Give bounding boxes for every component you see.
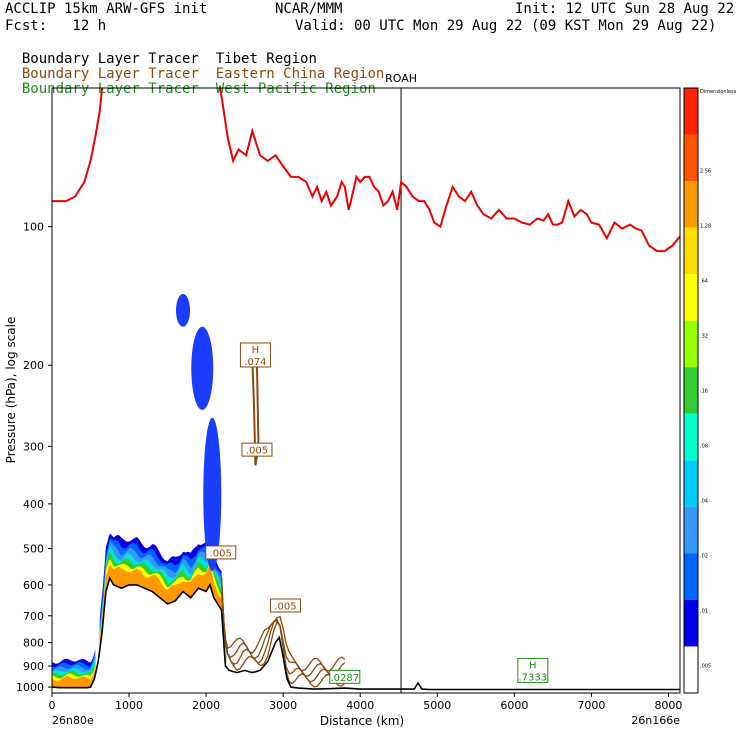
- x-tick-label: 7000: [577, 699, 605, 712]
- colorbar-label: Dimensionless: [700, 89, 737, 95]
- annotation-box: [241, 442, 273, 457]
- legend-eastern-china-region: Eastern China Region: [215, 66, 385, 82]
- tropopause-line: [52, 88, 680, 253]
- colorbar-label: 2.56: [700, 169, 711, 175]
- y-axis-title: Pressure (hPa), log scale: [4, 317, 18, 464]
- forecast-hour: Fcst: 12 h: [5, 18, 107, 34]
- profile-lines: [52, 88, 680, 693]
- colorbar-label: .005: [700, 664, 711, 670]
- endpoint-left: 26n80e: [52, 714, 94, 727]
- annotation-box: [329, 669, 361, 684]
- annotation-value: .005: [210, 548, 232, 559]
- legend-west-pacific-prefix: Boundary Layer Tracer: [21, 81, 199, 97]
- colorbar-swatch: [684, 320, 698, 368]
- legend-west-pacific-region: West Pacific Region: [215, 81, 376, 97]
- annotation-value: .0287: [330, 673, 359, 684]
- tracer-filament: [175, 293, 190, 327]
- colorbar-swatch: [684, 367, 698, 414]
- x-tick-label: 8000: [654, 699, 682, 712]
- colorbar-swatch: [684, 646, 698, 693]
- colorbar-swatch: [684, 599, 698, 647]
- y-tick-label: 900: [23, 660, 44, 673]
- colorbar-label: .02: [700, 554, 708, 560]
- annotation-high-label: H: [529, 660, 537, 671]
- y-tick-label: 800: [23, 636, 44, 649]
- colorbar-label: .16: [700, 389, 708, 395]
- y-tick-label: 200: [23, 359, 44, 372]
- legend-tibet: Boundary Layer Tracer Tibet Region: [5, 35, 317, 67]
- terrain-line: [52, 576, 680, 691]
- annotation-box: [205, 545, 237, 560]
- annotation-box: [239, 342, 271, 368]
- y-tick-label: 1000: [16, 681, 44, 694]
- colorbar-swatch: [684, 274, 698, 321]
- x-tick-label: 5000: [423, 699, 451, 712]
- legend-eastern-china: Boundary Layer Tracer Eastern China Regi…: [5, 50, 384, 82]
- annotation-box: [517, 657, 549, 683]
- station-label: ROAH: [385, 72, 417, 85]
- y-tick-label: 400: [23, 498, 44, 511]
- x-tick-label: 4000: [346, 699, 374, 712]
- y-tick-label: 500: [23, 542, 44, 555]
- annotation-value: .7333: [519, 672, 548, 683]
- x-tick-label: 3000: [269, 699, 297, 712]
- colorbar-label: .01: [700, 609, 708, 615]
- endpoint-right: 26n166e: [631, 714, 680, 727]
- annotation-value: .074: [244, 357, 266, 368]
- colorbar-label: .04: [700, 499, 708, 505]
- colorbar-swatch: [684, 181, 698, 228]
- colorbar-label: .32: [700, 334, 708, 340]
- plot-frame: [51, 87, 681, 694]
- tracer-plumes: [52, 293, 227, 688]
- colorbar-swatch: [684, 506, 698, 554]
- colorbar-label: .64: [700, 279, 708, 285]
- eastern-china-contour: [220, 578, 346, 672]
- annotation-value: .005: [246, 446, 268, 457]
- annotation-box: [269, 598, 301, 613]
- legend-tibet-region: Tibet Region: [215, 51, 317, 67]
- annotation-high-label: H: [252, 345, 260, 356]
- colorbar-label: .08: [700, 444, 708, 450]
- colorbar-swatch: [684, 227, 698, 275]
- tracer-shade: [99, 565, 227, 667]
- colorbar-swatch: [684, 413, 698, 461]
- colorbar-swatch: [684, 460, 698, 507]
- x-tick-label: 1000: [115, 699, 143, 712]
- y-tick-label: 300: [23, 440, 44, 453]
- y-tick-label: 100: [23, 221, 44, 234]
- colorbar: Dimensionless 2.56 1.28 .64 .32 .16 .08 .04 .02.…: [683, 87, 737, 694]
- init-time: Init: 12 UTC Sun 28 Aug 22: [515, 1, 735, 17]
- eastern-china-contour: [220, 579, 346, 683]
- legend-eastern-china-prefix: Boundary Layer Tracer: [21, 66, 199, 82]
- valid-time: Valid: 00 UTC Mon 29 Aug 22 (09 KST Mon …: [295, 18, 717, 34]
- model-title: ACCLIP 15km ARW-GFS init: [5, 1, 208, 17]
- y-tick-label: 600: [23, 579, 44, 592]
- tracer-shade: [52, 668, 96, 688]
- x-tick-label: 0: [49, 699, 56, 712]
- colorbar-swatch: [684, 88, 698, 135]
- x-axis-title: Distance (km): [320, 714, 404, 728]
- colorbar-swatch: [684, 134, 698, 182]
- center-label: NCAR/MMM: [275, 1, 343, 17]
- colorbar-frame: [683, 87, 699, 694]
- x-tick-label: 6000: [500, 699, 528, 712]
- legend-west-pacific: Boundary Layer Tracer West Pacific Regio…: [5, 65, 376, 97]
- tracer-filament: [191, 326, 214, 410]
- annotation-value: .005: [274, 602, 296, 613]
- colorbar-swatch: [684, 553, 698, 600]
- axes: 0 1000 2000 3000 4000 5000 6000 7000 8000 100 200 3…: [16, 221, 682, 712]
- legend-tibet-prefix: Boundary Layer Tracer: [21, 51, 199, 67]
- x-tick-label: 2000: [192, 699, 220, 712]
- colorbar-label: 1.28: [700, 224, 711, 230]
- y-tick-label: 700: [23, 610, 44, 623]
- tracer-filament: [203, 417, 222, 572]
